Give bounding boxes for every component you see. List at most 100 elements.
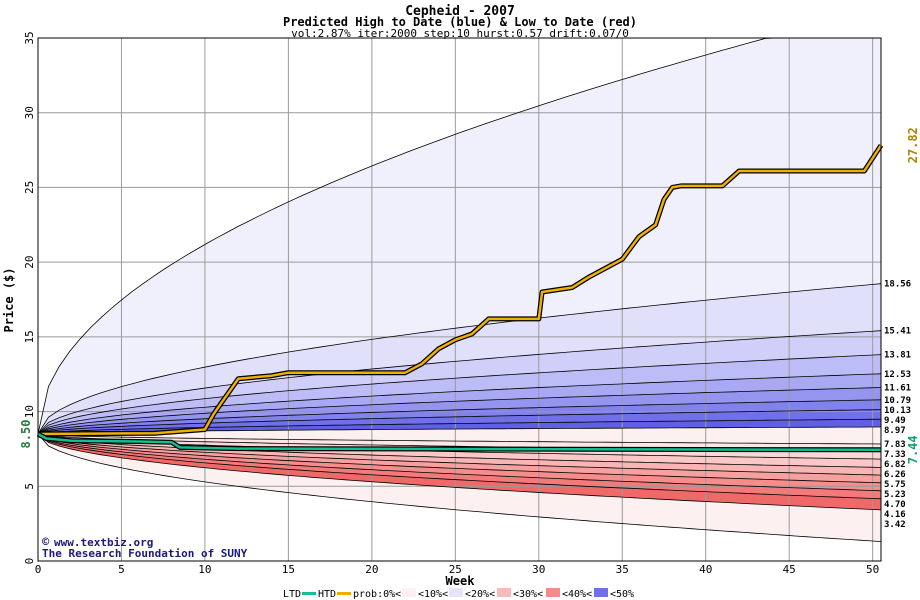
band-boundary-16 <box>37 433 882 492</box>
band-boundary-0 <box>37 37 881 435</box>
y-tick-10: 10 <box>23 405 36 418</box>
x-tick-35: 35 <box>616 563 629 576</box>
right-label-2: 13.81 <box>884 351 911 361</box>
right-label-4: 11.61 <box>884 384 911 394</box>
legend: LTD HTD prob:0%< <10%< <20%< <30%< <40%<… <box>283 588 634 600</box>
htd-series-line <box>37 144 883 436</box>
right-band-labels: 18.56 15.41 13.81 12.53 11.61 10.7910.139.498… <box>884 280 911 530</box>
legend-swatch-30 <box>497 588 511 597</box>
high-band-7 <box>38 409 881 434</box>
band-boundary-5 <box>37 387 882 435</box>
band-boundary-15 <box>37 433 882 484</box>
high-band-2 <box>38 330 881 434</box>
y-tick-30: 30 <box>23 106 36 119</box>
band-boundary-19 <box>37 433 882 542</box>
x-tick-40: 40 <box>699 563 712 576</box>
band-boundary-8 <box>37 418 882 435</box>
probability-bands <box>38 38 881 542</box>
credit-url: www.textbiz.org <box>54 536 153 549</box>
y-axis-label: Price ($) <box>2 267 16 332</box>
legend-swatch-20 <box>449 588 463 597</box>
legend-30-label: <30%< <box>513 589 543 600</box>
band-boundary-4 <box>37 373 882 435</box>
x-tick-5: 5 <box>118 563 125 576</box>
band-boundary-1 <box>37 283 882 435</box>
credit-org: The Research Foundation of SUNY <box>42 547 248 560</box>
band-boundary-3 <box>37 354 882 435</box>
low-band-2 <box>38 434 881 468</box>
band-boundary-6 <box>37 399 882 435</box>
low-band-7 <box>38 434 881 510</box>
legend-htd-label: HTD <box>318 589 336 600</box>
x-tick-15: 15 <box>282 563 295 576</box>
low-band-3 <box>38 434 881 476</box>
band-boundary-7 <box>37 409 882 435</box>
y-tick-35: 35 <box>23 31 36 44</box>
high-band-5 <box>38 387 881 434</box>
legend-swatch-50 <box>594 588 608 597</box>
band-boundary-18 <box>37 433 882 511</box>
right-label-17: 3.42 <box>884 520 906 530</box>
y-tick-25: 25 <box>23 181 36 194</box>
y-tick-5: 5 <box>23 483 36 490</box>
high-band-6 <box>38 399 881 434</box>
right-label-10: 7.33 <box>884 450 906 460</box>
high-band-0 <box>38 38 881 434</box>
band-boundary-14 <box>37 433 882 476</box>
right-label-7: 9.49 <box>884 416 906 426</box>
x-tick-25: 25 <box>449 563 462 576</box>
right-label-14: 5.23 <box>884 490 906 500</box>
start-price-label: 8.50 <box>19 420 33 449</box>
high-band-4 <box>38 373 881 434</box>
right-label-15: 4.70 <box>884 500 906 510</box>
y-tick-0: 0 <box>23 558 36 565</box>
x-axis-label: Week <box>446 574 476 588</box>
high-band-3 <box>38 354 881 434</box>
legend-prob-label: prob:0%< <box>353 589 401 600</box>
y-tick-15: 15 <box>23 330 36 343</box>
band-boundary-10 <box>37 433 882 445</box>
chart-params: vol:2.87% iter:2000 step:10 hurst:0.57 d… <box>291 27 629 40</box>
x-tick-45: 45 <box>783 563 796 576</box>
high-band-1 <box>38 283 881 434</box>
legend-40-label: <40%< <box>562 589 592 600</box>
legend-swatch-10 <box>402 588 416 597</box>
plot-frame <box>37 37 882 562</box>
right-label-6: 10.13 <box>884 406 911 416</box>
chart-subtitle: Predicted High to Date (blue) & Low to D… <box>283 15 637 29</box>
right-label-5: 10.79 <box>884 396 911 406</box>
band-boundary-2 <box>37 330 882 435</box>
legend-htd-swatch <box>337 592 351 595</box>
x-tick-50: 50 <box>866 563 879 576</box>
chart-title: Cepheid - 2007 <box>405 4 515 19</box>
x-tick-0: 0 <box>35 563 42 576</box>
copyright-icon: © <box>42 535 50 549</box>
ltd-final-label: 7.44 <box>906 435 920 464</box>
band-boundary-17 <box>37 433 882 500</box>
low-band-6 <box>38 434 881 499</box>
legend-swatch-40 <box>546 588 560 597</box>
legend-ltd-label: LTD <box>283 589 301 600</box>
legend-ltd-swatch <box>302 592 316 595</box>
legend-50-label: <50% <box>610 589 634 600</box>
right-label-3: 12.53 <box>884 370 911 380</box>
band-boundaries <box>37 37 882 542</box>
right-label-8: 8.97 <box>884 426 906 436</box>
right-label-9: 7.83 <box>884 440 906 450</box>
right-label-13: 5.75 <box>884 480 906 490</box>
htd-final-label: 27.82 <box>906 127 920 163</box>
x-tick-30: 30 <box>532 563 545 576</box>
x-tick-20: 20 <box>365 563 378 576</box>
low-band-4 <box>38 434 881 483</box>
right-label-0: 18.56 <box>884 280 911 290</box>
series-lines <box>36 143 884 453</box>
legend-20-label: <20%< <box>465 589 495 600</box>
legend-10-label: <10%< <box>418 589 448 600</box>
right-label-16: 4.16 <box>884 510 906 520</box>
right-label-1: 15.41 <box>884 327 911 337</box>
x-axis-ticks: 0 5 10 15 20 25 30 35 40 45 50 <box>35 563 880 576</box>
x-tick-10: 10 <box>198 563 211 576</box>
y-tick-20: 20 <box>23 256 36 269</box>
credit-block: © www.textbiz.org The Research Foundatio… <box>42 535 248 560</box>
